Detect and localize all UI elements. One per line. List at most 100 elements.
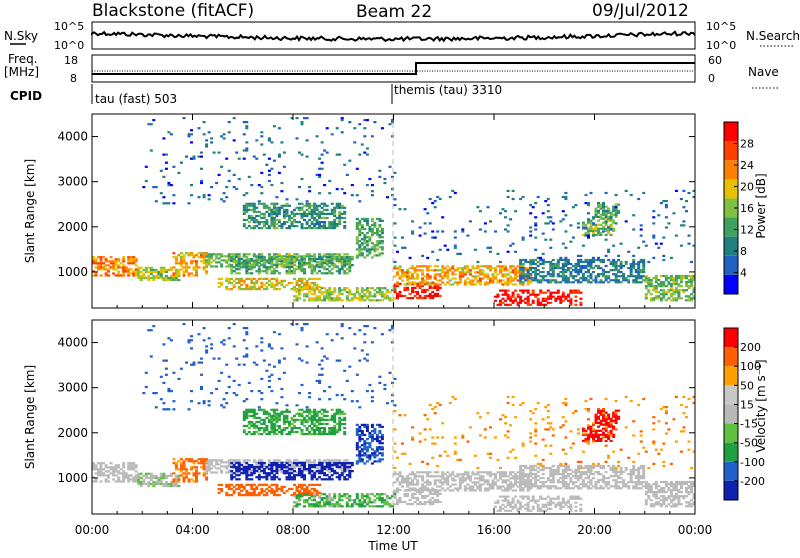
scatter-cell — [346, 174, 349, 176]
scatter-cell — [662, 289, 665, 291]
scatter-cell — [117, 476, 120, 478]
scatter-cell — [383, 503, 386, 505]
scatter-cell — [406, 495, 409, 497]
scatter-cell — [316, 219, 319, 221]
scatter-cell — [107, 480, 110, 482]
scatter-cell — [318, 205, 321, 207]
scatter-cell — [542, 212, 545, 214]
scatter-cell — [263, 476, 266, 478]
scatter-cell — [278, 494, 281, 496]
scatter-cell — [112, 272, 115, 274]
scatter-cell — [441, 269, 444, 271]
scatter-cell — [444, 479, 447, 481]
scatter-cell — [373, 501, 376, 503]
scatter-cell — [499, 261, 502, 263]
scatter-cell — [524, 259, 527, 261]
scatter-cell — [522, 290, 525, 292]
scatter-cell — [527, 292, 530, 294]
scatter-cell — [406, 475, 409, 477]
scatter-cell — [100, 264, 103, 266]
scatter-cell — [102, 256, 105, 258]
scatter-cell — [363, 444, 366, 446]
scatter-cell — [602, 222, 605, 224]
scatter-cell — [122, 470, 125, 472]
scatter-cell — [504, 269, 507, 271]
nsky-tick-top: 10^5 — [54, 20, 84, 33]
scatter-cell — [690, 261, 693, 263]
scatter-cell — [255, 431, 258, 433]
scatter-cell — [135, 466, 138, 468]
scatter-cell — [248, 459, 251, 461]
scatter-cell — [439, 479, 442, 481]
scatter-cell — [585, 277, 588, 279]
scatter-cell — [512, 243, 515, 245]
scatter-cell — [587, 204, 590, 206]
scatter-cell — [476, 275, 479, 277]
scatter-cell — [358, 154, 361, 156]
scatter-cell — [253, 411, 256, 413]
scatter-cell — [298, 427, 301, 429]
scatter-cell — [263, 284, 266, 286]
scatter-cell — [662, 259, 665, 261]
scatter-cell — [250, 421, 253, 423]
scatter-cell — [346, 459, 349, 461]
scatter-cell — [454, 245, 457, 247]
scatter-cell — [343, 470, 346, 472]
scatter-cell — [625, 220, 628, 222]
scatter-cell — [338, 417, 341, 419]
scatter-cell — [562, 265, 565, 267]
scatter-cell — [238, 158, 241, 160]
scatter-cell — [150, 123, 153, 125]
scatter-cell — [303, 490, 306, 492]
scatter-cell — [396, 273, 399, 275]
scatter-cell — [373, 432, 376, 434]
scatter-cell — [243, 288, 246, 290]
scatter-cell — [351, 264, 354, 266]
scatter-cell — [439, 279, 442, 281]
scatter-cell — [278, 221, 281, 223]
scatter-cell — [278, 253, 281, 255]
scatter-cell — [436, 499, 439, 501]
scatter-cell — [238, 272, 241, 274]
scatter-cell — [278, 459, 281, 461]
scatter-cell — [208, 131, 211, 133]
scatter-cell — [368, 497, 371, 499]
scatter-cell — [529, 273, 532, 275]
scatter-cell — [504, 489, 507, 491]
scatter-cell — [680, 279, 683, 281]
scatter-cell — [268, 280, 271, 282]
scatter-cell — [167, 131, 170, 133]
scatter-cell — [338, 409, 341, 411]
scatter-cell — [296, 198, 299, 200]
scatter-cell — [615, 273, 618, 275]
scatter-cell — [213, 152, 216, 154]
scatter-cell — [115, 262, 118, 264]
scatter-cell — [504, 267, 507, 269]
scatter-cell — [564, 257, 567, 259]
scatter-cell — [404, 283, 407, 285]
scatter-cell — [265, 478, 268, 480]
scatter-cell — [582, 265, 585, 267]
scatter-cell — [356, 442, 359, 444]
scatter-cell — [489, 247, 492, 249]
scatter-cell — [509, 298, 512, 300]
scatter-cell — [605, 234, 608, 236]
scatter-cell — [250, 184, 253, 186]
scatter-cell — [275, 476, 278, 478]
scatter-cell — [451, 190, 454, 192]
scatter-cell — [306, 427, 309, 429]
scatter-cell — [190, 129, 193, 131]
scatter-cell — [557, 263, 560, 265]
scatter-cell — [454, 237, 457, 239]
scatter-cell — [378, 224, 381, 226]
scatter-cell — [328, 270, 331, 272]
scatter-cell — [115, 268, 118, 270]
scatter-cell — [250, 268, 253, 270]
scatter-cell — [675, 287, 678, 289]
scatter-cell — [343, 459, 346, 461]
scatter-cell — [363, 299, 366, 301]
scatter-cell — [293, 470, 296, 472]
scatter-cell — [383, 178, 386, 180]
scatter-cell — [273, 474, 276, 476]
scatter-cell — [361, 432, 364, 434]
